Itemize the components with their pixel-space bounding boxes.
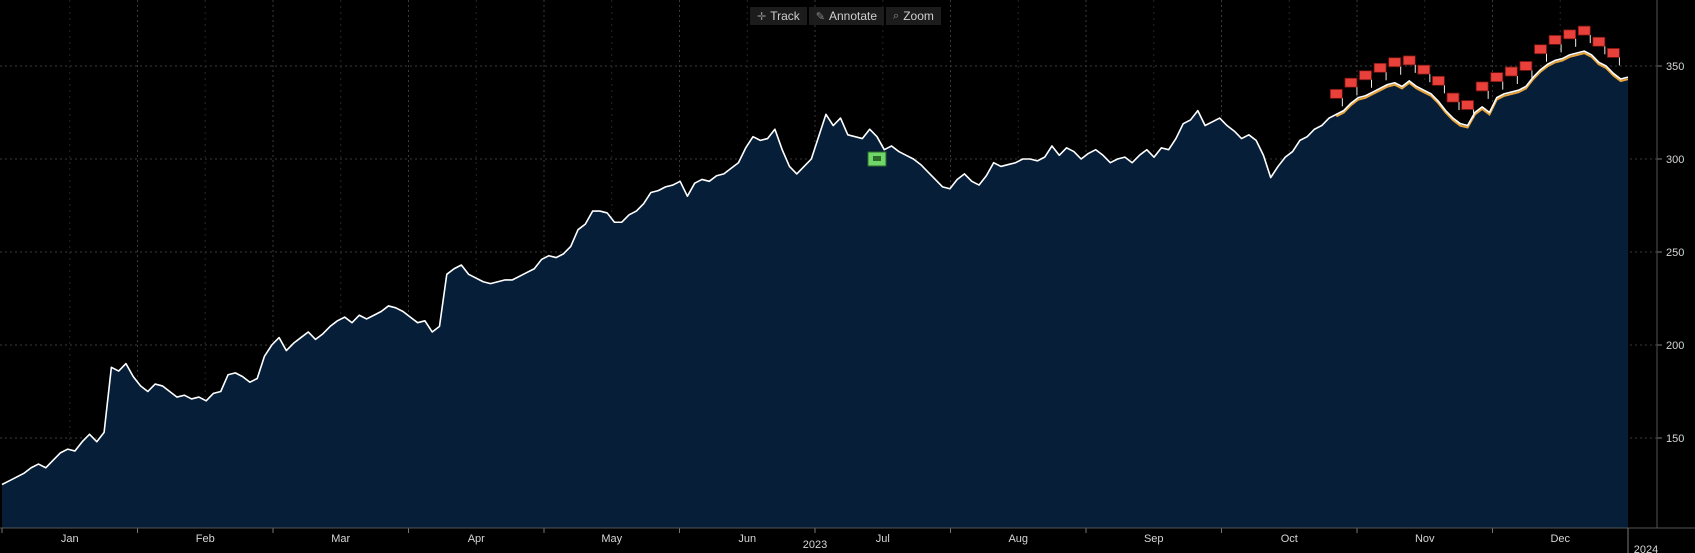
sell-marker-box: [1461, 100, 1474, 110]
sell-marker-box: [1607, 48, 1620, 58]
sell-marker-box: [1373, 62, 1387, 73]
x-tick-label-sep: Sep: [1144, 533, 1164, 545]
x-tick-label-may: May: [601, 533, 622, 545]
secondary-line: [1335, 52, 1629, 129]
sell-signal-marker: [1373, 62, 1387, 81]
sell-signal-marker: [1563, 29, 1577, 47]
x-tick-label-apr: Apr: [468, 533, 485, 545]
next-year-label: 2024: [1634, 544, 1658, 553]
sell-marker-box: [1490, 72, 1504, 83]
sell-signal-marker: [1592, 36, 1606, 55]
x-tick-label-mar: Mar: [331, 533, 350, 545]
y-tick-label: 350: [1666, 61, 1684, 73]
price-line: [1, 50, 1629, 486]
signal-markers: [867, 25, 1620, 167]
sell-marker-box: [1432, 75, 1445, 86]
sell-signal-marker: [1359, 70, 1373, 88]
annotate-button[interactable]: ✎ Annotate: [808, 7, 885, 25]
x-tick-label-jun: Jun: [738, 533, 756, 545]
sell-signal-marker: [1548, 35, 1562, 53]
y-tick-label: 300: [1666, 154, 1684, 166]
sell-signal-marker: [1417, 64, 1431, 83]
y-tick-labels: 150 200 250 300 350: [1666, 61, 1684, 445]
sell-signal-marker: [1329, 88, 1343, 107]
annotate-label: Annotate: [829, 9, 878, 23]
crosshair-icon: ✛: [757, 10, 767, 23]
sell-signal-marker: [1344, 77, 1358, 96]
sell-marker-box: [1534, 44, 1547, 55]
track-button[interactable]: ✛ Track: [750, 7, 807, 25]
sell-signal-marker: [1490, 72, 1504, 90]
sell-marker-box: [1592, 36, 1606, 47]
sell-signal-marker: [1388, 57, 1402, 75]
sell-signal-marker: [1607, 48, 1620, 66]
magnifier-icon: ⌕: [893, 9, 900, 22]
area-fill-layer: [2, 51, 1628, 529]
buy-marker-glyph: [872, 156, 881, 161]
sell-signal-marker: [1475, 81, 1489, 99]
buy-signal-marker: [867, 151, 887, 167]
x-tick-label-feb: Feb: [196, 533, 215, 545]
sell-marker-box: [1417, 64, 1431, 75]
x-tick-label-oct: Oct: [1281, 533, 1298, 545]
zoom-label: Zoom: [903, 9, 934, 23]
y-tick-label: 200: [1666, 340, 1684, 352]
sell-signal-marker: [1446, 92, 1460, 111]
year-label: 2023: [803, 539, 827, 551]
sell-marker-box: [1563, 29, 1577, 40]
pencil-icon: ✎: [815, 10, 825, 23]
sell-marker-box: [1504, 66, 1518, 77]
sell-marker-box: [1548, 35, 1562, 45]
sell-signal-marker: [1577, 25, 1591, 44]
y-tick-label: 150: [1666, 433, 1684, 445]
sell-marker-box: [1388, 57, 1402, 68]
x-tick-label-jul: Jul: [876, 533, 890, 545]
sell-marker-box: [1344, 77, 1358, 88]
sell-marker-box: [1329, 88, 1343, 99]
sell-marker-box: [1519, 61, 1533, 71]
price-area: [2, 51, 1628, 529]
sell-marker-box: [1475, 81, 1489, 92]
sell-signal-marker: [1519, 61, 1533, 79]
sell-signal-marker: [1534, 44, 1548, 62]
sell-signal-marker: [1432, 75, 1445, 94]
price-line-layer: [1, 50, 1629, 486]
y-tick-label: 250: [1666, 247, 1684, 259]
x-tick-label-dec: Dec: [1550, 533, 1570, 545]
chart-toolbar: ✛ Track ✎ Annotate ⌕ Zoom: [750, 7, 941, 25]
sell-signal-marker: [1402, 55, 1416, 73]
track-label: Track: [770, 9, 800, 23]
sell-signal-marker: [1461, 100, 1475, 118]
zoom-button[interactable]: ⌕ Zoom: [886, 7, 941, 25]
sell-signal-marker: [1504, 66, 1518, 85]
x-tick-label-aug: Aug: [1008, 533, 1028, 545]
sell-marker-box: [1402, 55, 1416, 66]
sell-marker-box: [1577, 25, 1591, 36]
sell-marker-box: [1446, 92, 1460, 103]
x-tick-label-nov: Nov: [1415, 533, 1435, 545]
sell-marker-box: [1359, 70, 1372, 81]
x-tick-labels: Jan Feb Mar Apr May Jun Jul Aug Sep Oct Nov Dec: [61, 533, 1571, 545]
x-tick-label-jan: Jan: [61, 533, 79, 545]
